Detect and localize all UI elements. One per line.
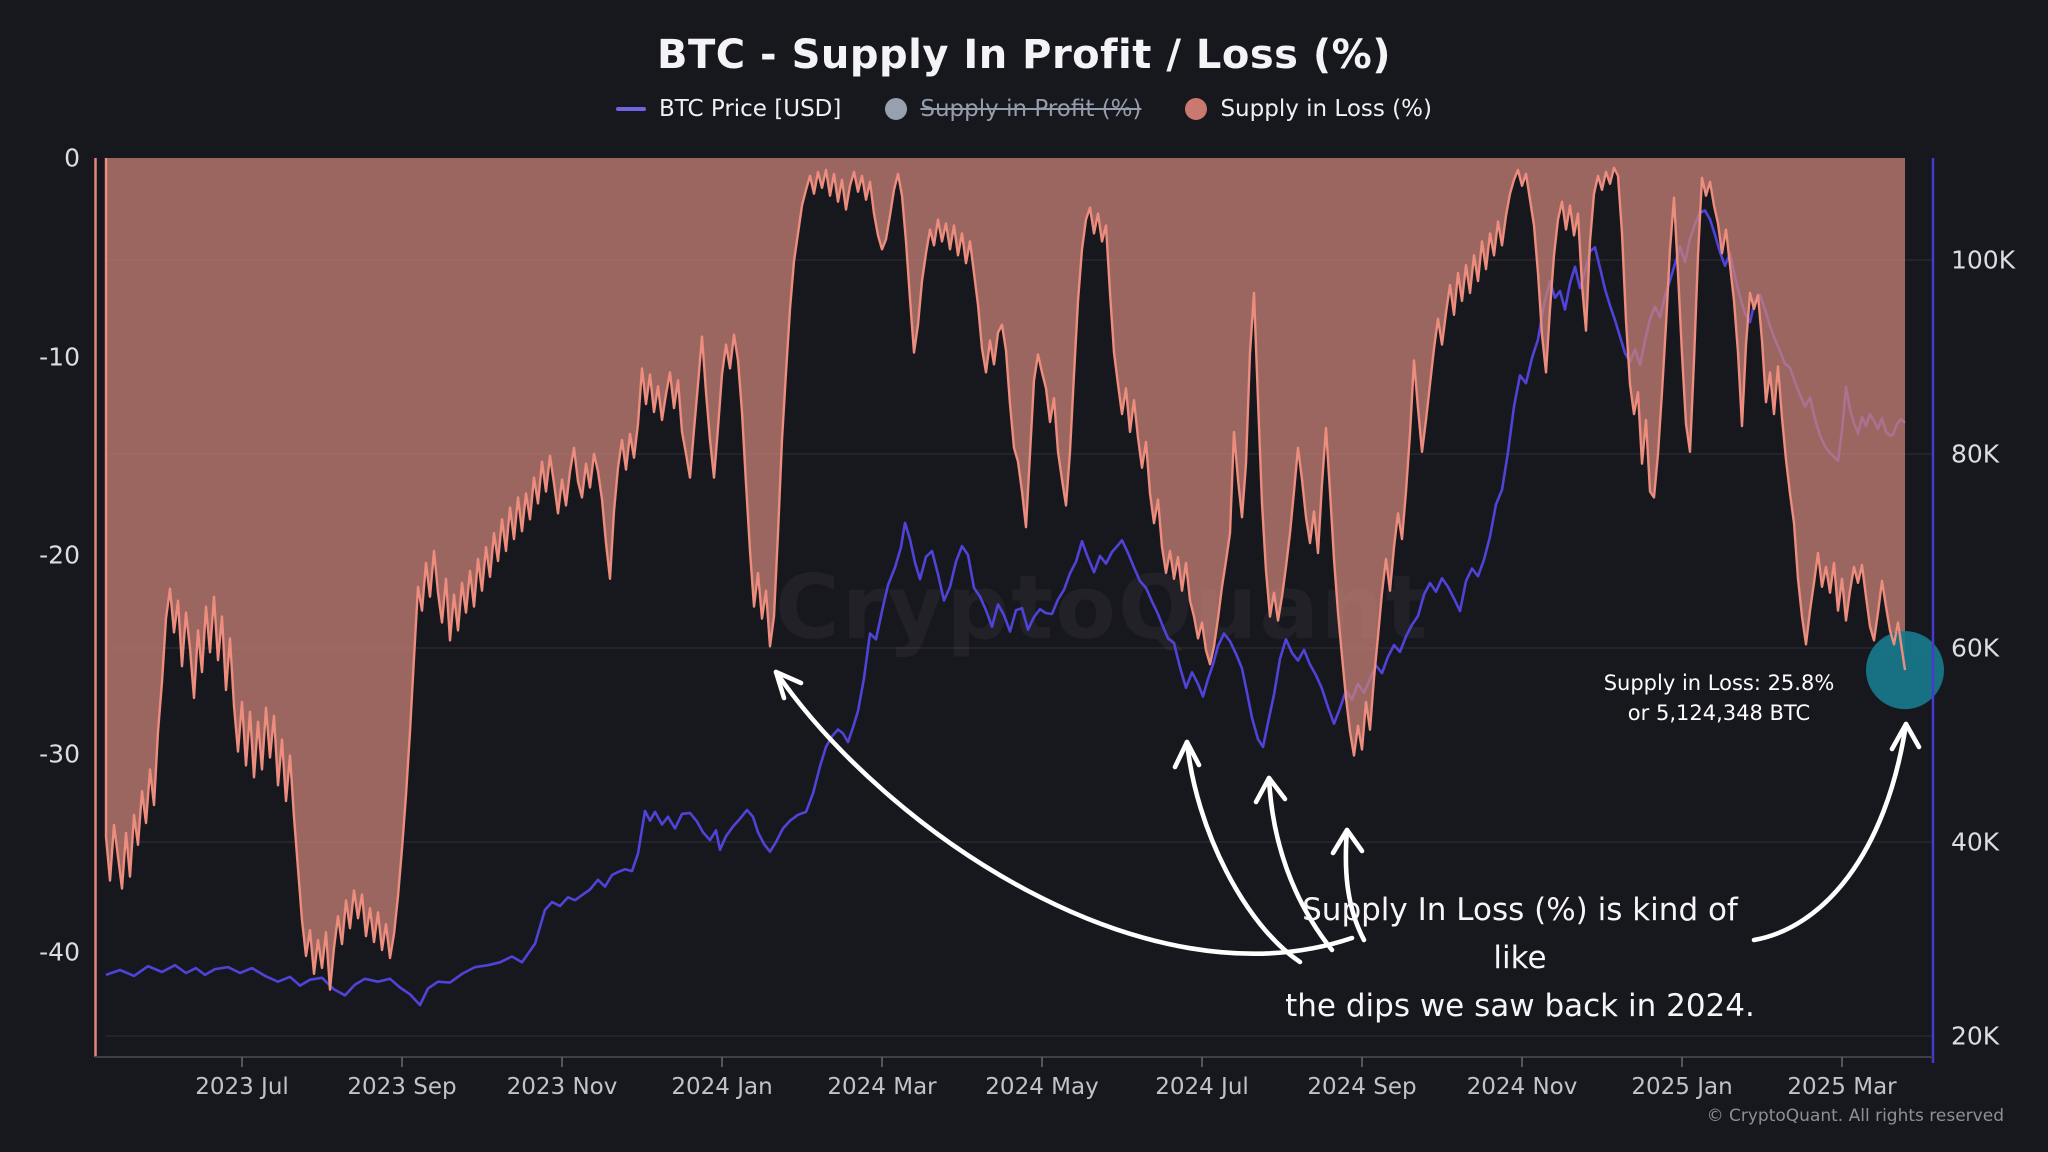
y-axis-label-right: 40K xyxy=(1951,827,2000,857)
comment-line1: Supply In Loss (%) is kind of like xyxy=(1302,892,1738,976)
comment-annotation: Supply In Loss (%) is kind of like the d… xyxy=(1283,886,1757,1030)
arrow-jul-head xyxy=(1172,739,1202,770)
arrow-latest-head xyxy=(1889,721,1922,752)
x-axis-label: 2024 Nov xyxy=(1466,1074,1578,1100)
supply-in-loss-line xyxy=(104,158,1907,991)
arrow-sep-head xyxy=(1330,827,1365,856)
arrow-long-head xyxy=(773,669,804,701)
legend: BTC Price [USD] Supply in Profit (%) Sup… xyxy=(0,96,2048,122)
y-axis-label-right: 60K xyxy=(1951,633,2000,663)
arrow-to-2024aug-dip xyxy=(1266,775,1335,953)
latest-value-line2: or 5,124,348 BTC xyxy=(1627,701,1811,725)
legend-label-supply-in-profit: Supply in Profit (%) xyxy=(920,96,1142,122)
arrow-to-2024sep-dip xyxy=(1343,827,1367,943)
x-axis-label: 2023 Nov xyxy=(506,1074,618,1100)
x-axis-label: 2025 Jan xyxy=(1631,1074,1733,1100)
arrow-to-2024jul-dip xyxy=(1184,739,1303,965)
y-axis-label-left: -30 xyxy=(39,739,80,768)
y-axis-label-left: -40 xyxy=(39,937,80,967)
comment-line2: the dips we saw back in 2024. xyxy=(1285,988,1755,1024)
legend-label-supply-in-loss: Supply in Loss (%) xyxy=(1220,96,1432,122)
latest-value-line1: Supply in Loss: 25.8% xyxy=(1603,671,1835,695)
x-axis-label: 2024 Sep xyxy=(1307,1074,1417,1100)
supply-in-loss-circle-icon xyxy=(1185,98,1208,120)
legend-item-btc-price[interactable]: BTC Price [USD] xyxy=(616,96,841,122)
annotation-arrows xyxy=(773,669,1922,965)
x-axis-ticks xyxy=(241,1057,1843,1067)
copyright-notice: © CryptoQuant. All rights reserved xyxy=(1706,1106,2004,1126)
legend-item-supply-in-profit[interactable]: Supply in Profit (%) xyxy=(885,96,1141,122)
y-axis-label-right: 100K xyxy=(1951,245,2016,275)
arrow-to-latest-point xyxy=(1751,721,1909,943)
y-axis-label-left: -10 xyxy=(39,342,80,371)
arrow-aug-head xyxy=(1253,775,1288,805)
supply-in-loss-area xyxy=(106,158,1905,990)
legend-item-supply-in-loss[interactable]: Supply in Loss (%) xyxy=(1185,96,1432,122)
legend-label-btc-price: BTC Price [USD] xyxy=(659,96,842,122)
x-axis-label: 2024 May xyxy=(985,1074,1099,1100)
y-axis-label-right: 20K xyxy=(1951,1021,2000,1051)
y-axis-label-left: -20 xyxy=(39,540,80,570)
btc-price-line-icon xyxy=(616,107,646,111)
x-axis-label: 2024 Jan xyxy=(671,1074,773,1100)
supply-in-profit-circle-icon xyxy=(885,98,908,120)
x-axis-label: 2023 Sep xyxy=(347,1074,457,1100)
x-axis-label: 2024 Jul xyxy=(1155,1074,1249,1100)
x-axis-label: 2025 Mar xyxy=(1787,1074,1897,1100)
y-axis-label-left: 0 xyxy=(64,143,80,173)
chart-title: BTC - Supply In Profit / Loss (%) xyxy=(657,32,1391,78)
latest-value-annotation: Supply in Loss: 25.8% or 5,124,348 BTC xyxy=(1548,668,1890,728)
y-axis-label-right: 80K xyxy=(1951,439,2000,469)
x-axis-label: 2023 Jul xyxy=(195,1074,289,1100)
arrow-long-to-2024jan-dip xyxy=(773,669,1355,956)
x-axis-label: 2024 Mar xyxy=(827,1074,937,1100)
